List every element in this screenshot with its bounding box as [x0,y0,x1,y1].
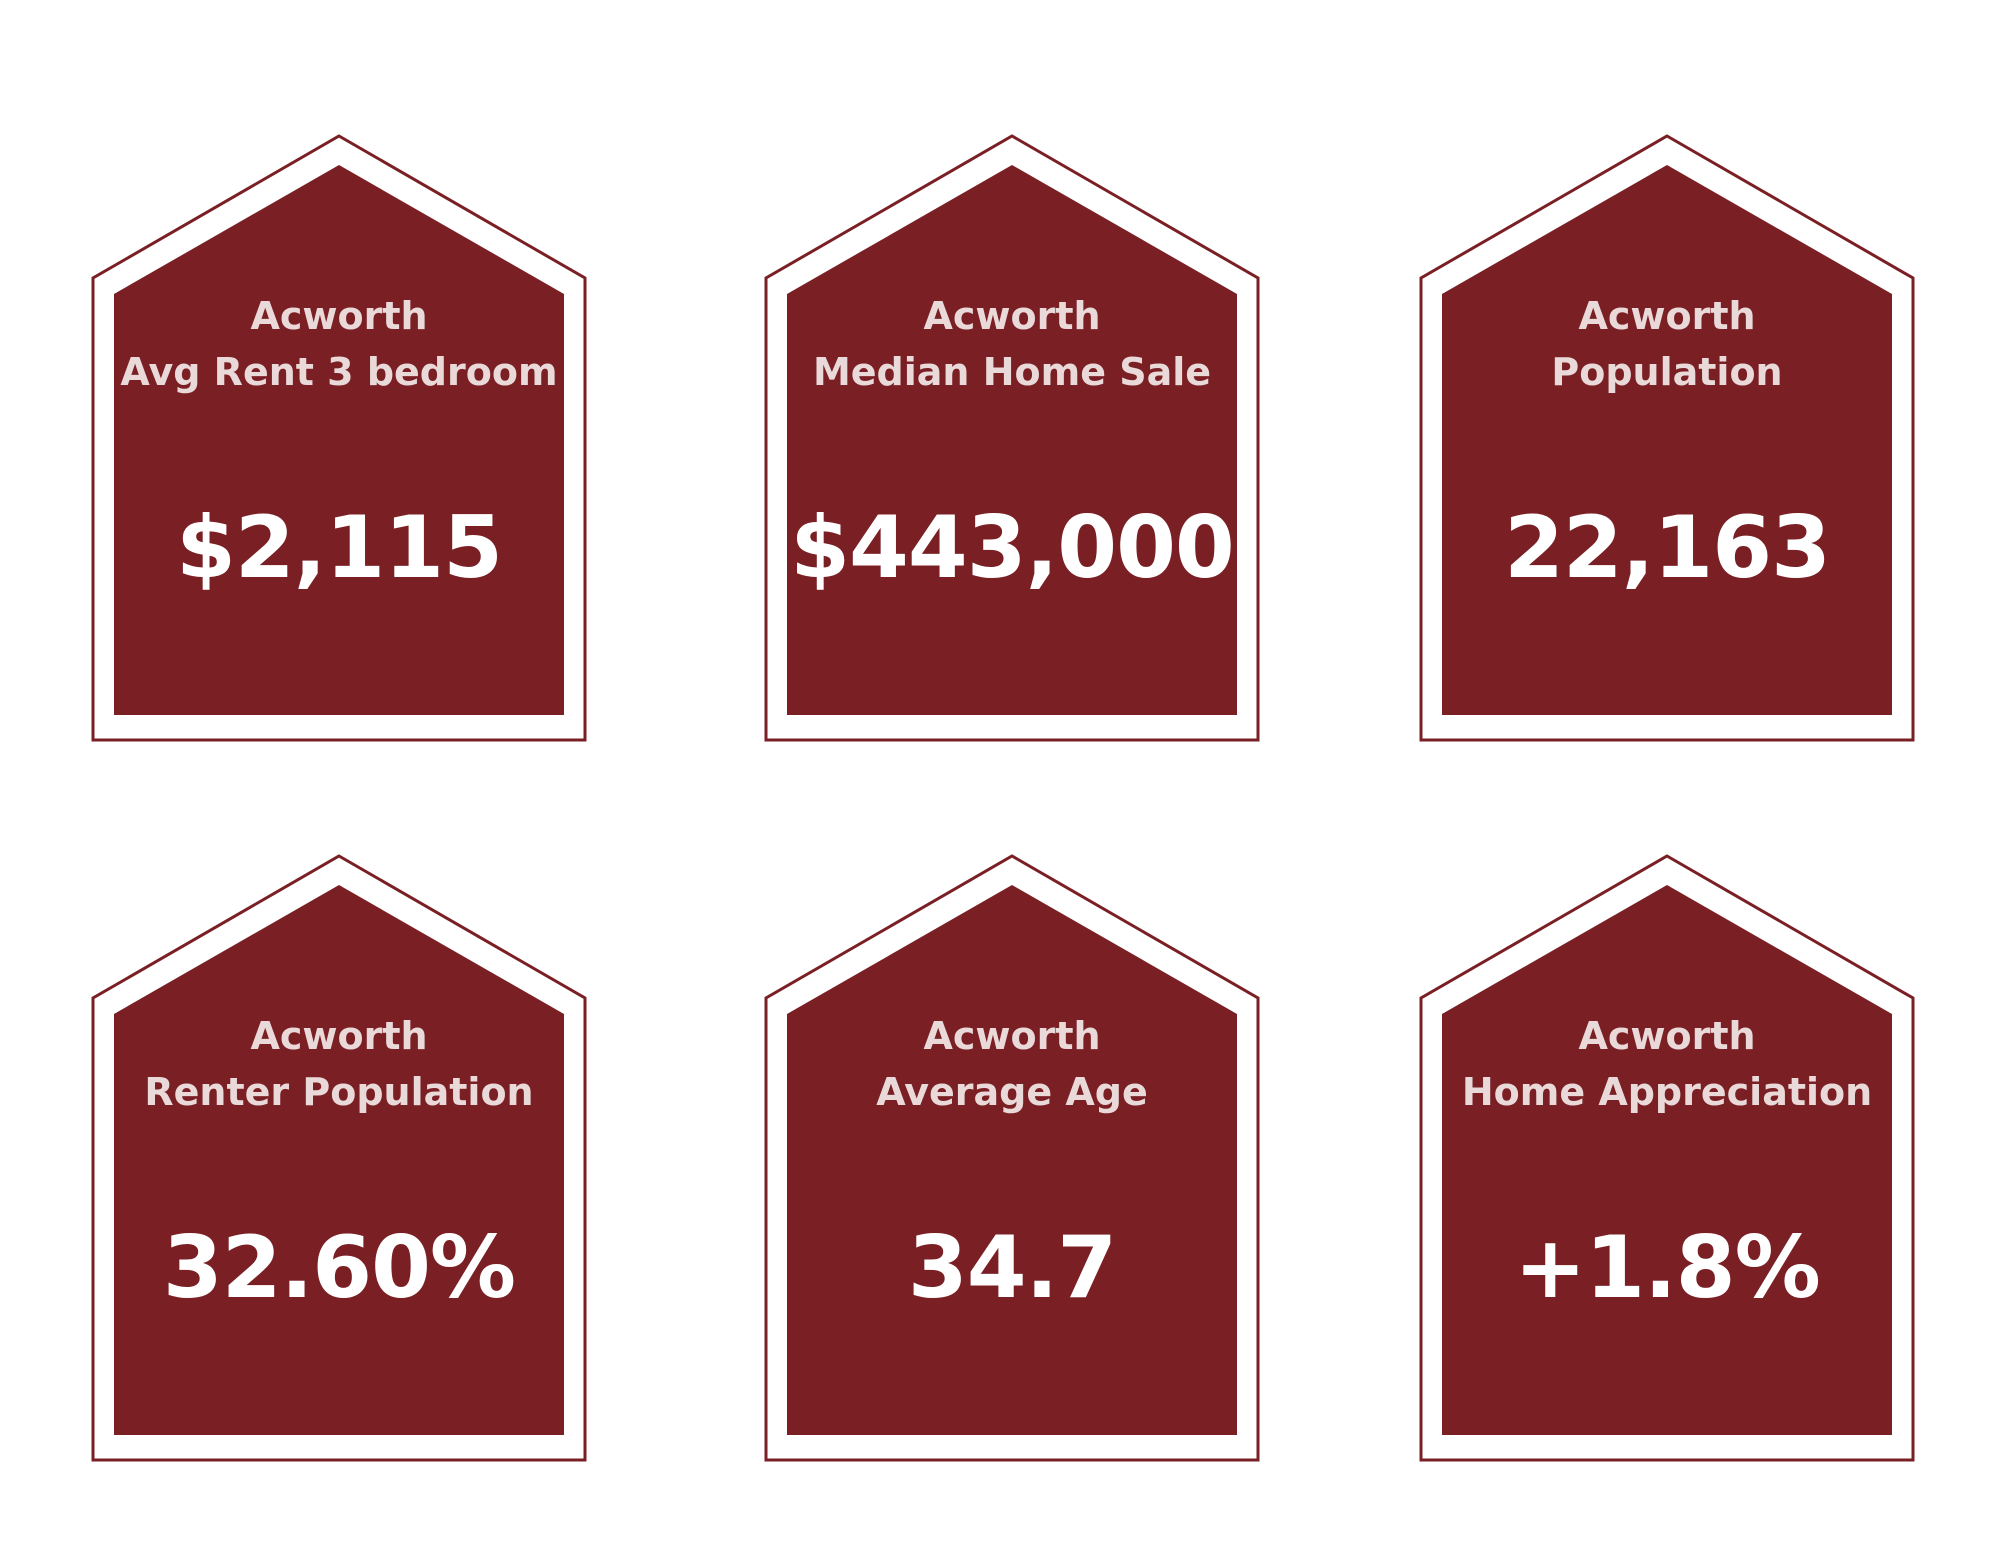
stat-card-avg-rent: Acworth Avg Rent 3 bedroom $2,115 [89,133,589,753]
card-city: Acworth [250,1014,428,1058]
card-city: Acworth [1578,294,1756,338]
card-value: 34.7 [907,1218,1117,1318]
card-metric: Home Appreciation [1461,1070,1873,1114]
stat-card-population: Acworth Population 22,163 [1417,133,1917,753]
stat-card-home-appreciation: Acworth Home Appreciation +1.8% [1417,853,1917,1473]
card-metric: Renter Population [144,1070,534,1114]
card-city: Acworth [923,1014,1101,1058]
house-shape-icon [1419,134,1915,742]
card-metric: Average Age [876,1070,1148,1114]
house-shape-icon [1419,854,1915,1462]
stat-card-median-home-sale: Acworth Median Home Sale $443,000 [762,133,1262,753]
card-city: Acworth [923,294,1101,338]
card-value: 22,163 [1504,498,1831,598]
card-metric: Population [1551,350,1783,394]
card-metric: Avg Rent 3 bedroom [120,350,558,394]
card-city: Acworth [1578,1014,1756,1058]
card-value: $2,115 [176,498,503,598]
stat-card-renter-population: Acworth Renter Population 32.60% [89,853,589,1473]
card-city: Acworth [250,294,428,338]
house-shape-icon [764,854,1260,1462]
card-value: $443,000 [790,498,1235,598]
card-metric: Median Home Sale [812,350,1212,394]
stat-card-average-age: Acworth Average Age 34.7 [762,853,1262,1473]
house-shape-icon [91,854,587,1462]
card-value: 32.60% [162,1218,516,1318]
house-shape-icon [764,134,1260,742]
house-shape-icon [91,134,587,742]
card-value: +1.8% [1514,1218,1821,1318]
